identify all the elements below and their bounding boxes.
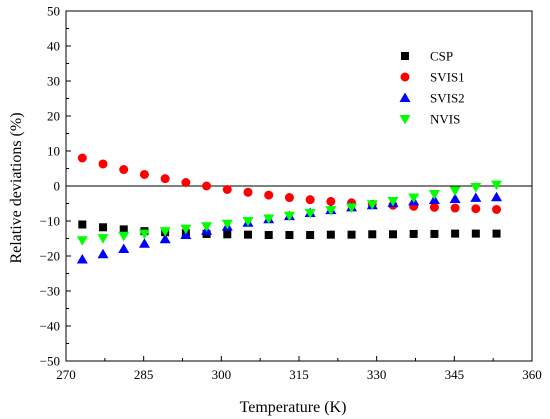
data-point-svis2	[491, 191, 503, 202]
y-tick-label: 40	[47, 39, 60, 54]
data-point-svis2	[138, 238, 150, 248]
data-point-svis1	[98, 159, 108, 169]
data-point-svis2	[76, 254, 88, 264]
legend-label-nvis: NVIS	[430, 112, 460, 127]
x-axis-title: Temperature (K)	[240, 399, 347, 416]
data-point-nvis	[242, 217, 254, 227]
legend-marker-svis2	[399, 92, 411, 102]
data-point-nvis	[201, 222, 213, 232]
legend-label-svis2: SVIS2	[430, 91, 465, 106]
x-tick-label: 300	[212, 367, 232, 382]
data-point-nvis	[491, 180, 503, 191]
y-tick-label: 20	[47, 109, 60, 124]
data-point-svis1	[160, 174, 170, 184]
legend-label-csp: CSP	[430, 49, 453, 64]
data-point-svis1	[284, 193, 294, 203]
y-tick-label: −10	[40, 214, 60, 229]
data-point-csp	[285, 231, 294, 239]
data-point-csp	[78, 220, 87, 229]
data-point-nvis	[408, 193, 420, 204]
x-tick-label: 330	[367, 367, 387, 382]
data-point-svis1	[305, 195, 315, 205]
legend-label-svis1: SVIS1	[430, 70, 465, 85]
legend-marker-svis1	[400, 72, 410, 82]
data-point-nvis	[97, 234, 109, 244]
y-axis-title: Relative deviations (%)	[8, 112, 25, 263]
data-point-svis1	[326, 196, 336, 206]
y-tick-label: 0	[54, 179, 61, 194]
data-point-svis1	[222, 185, 232, 194]
x-tick-label: 345	[445, 367, 465, 382]
data-point-nvis	[470, 183, 482, 193]
data-point-csp	[430, 229, 439, 238]
data-point-csp	[471, 229, 480, 238]
data-point-csp	[306, 231, 315, 239]
data-point-svis1	[429, 202, 439, 212]
data-point-svis2	[449, 193, 461, 203]
data-point-nvis	[159, 227, 171, 237]
legend-marker-csp	[401, 52, 409, 60]
data-point-csp	[326, 230, 335, 239]
y-tick-label: −50	[40, 354, 60, 369]
data-point-nvis	[449, 186, 461, 197]
legend-box	[387, 43, 522, 129]
data-point-nvis	[180, 224, 192, 235]
data-point-csp	[243, 230, 252, 239]
data-point-nvis	[387, 197, 399, 207]
y-tick-label: −30	[40, 284, 60, 299]
data-point-csp	[492, 229, 501, 238]
data-point-csp	[223, 230, 232, 239]
x-tick-label: 270	[56, 367, 76, 382]
data-point-svis2	[159, 233, 171, 244]
data-point-svis2	[97, 248, 109, 259]
data-point-nvis	[221, 219, 233, 230]
data-point-svis1	[181, 178, 191, 187]
data-point-csp	[409, 229, 418, 238]
x-tick-label: 360	[522, 367, 542, 382]
data-point-nvis	[346, 203, 358, 213]
data-point-nvis	[366, 200, 378, 210]
y-tick-label: 50	[47, 4, 60, 19]
data-point-csp	[264, 231, 273, 239]
data-point-svis1	[492, 204, 502, 214]
data-point-csp	[388, 230, 397, 239]
data-point-nvis	[283, 211, 295, 222]
data-point-nvis	[304, 208, 316, 219]
data-point-svis2	[118, 243, 130, 253]
data-point-svis1	[264, 190, 274, 200]
data-point-csp	[451, 229, 460, 238]
data-point-svis1	[471, 204, 481, 214]
data-point-svis1	[139, 169, 149, 179]
data-point-svis1	[243, 187, 253, 197]
data-point-svis2	[180, 229, 192, 239]
y-tick-label: 10	[47, 144, 60, 159]
data-point-csp	[119, 225, 128, 234]
data-point-nvis	[325, 206, 337, 216]
x-tick-label: 285	[134, 367, 154, 382]
data-point-csp	[347, 230, 356, 239]
data-point-nvis	[118, 231, 130, 242]
legend-marker-nvis	[399, 115, 411, 125]
data-point-csp	[99, 223, 108, 232]
data-point-nvis	[76, 236, 88, 246]
data-point-nvis	[138, 229, 150, 240]
data-point-svis1	[77, 153, 87, 163]
y-tick-label: −40	[40, 319, 60, 334]
x-tick-label: 315	[289, 367, 309, 382]
data-point-csp	[368, 230, 377, 239]
data-point-nvis	[428, 190, 440, 200]
y-tick-label: 30	[47, 74, 60, 89]
y-tick-label: −20	[40, 249, 60, 264]
data-point-svis1	[119, 165, 129, 175]
data-point-svis2	[470, 192, 482, 202]
data-point-svis1	[202, 181, 212, 191]
data-point-nvis	[263, 214, 275, 225]
data-point-svis1	[450, 203, 460, 213]
